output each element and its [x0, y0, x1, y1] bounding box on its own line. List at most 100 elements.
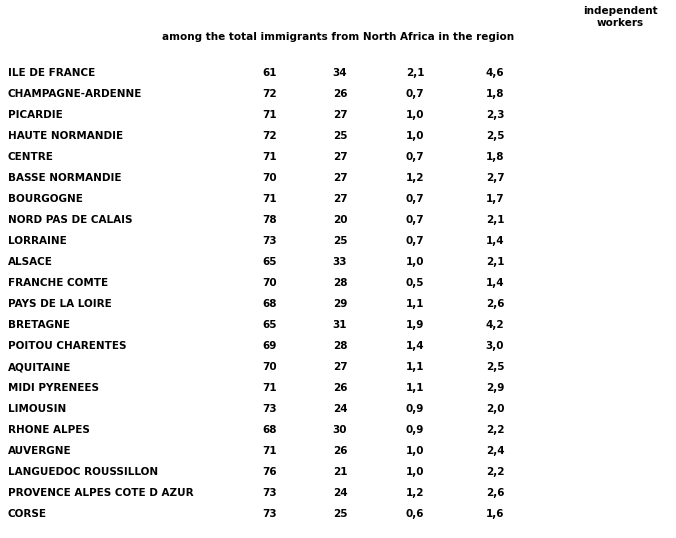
Text: 70: 70 [263, 362, 277, 372]
Text: independent: independent [583, 6, 657, 16]
Text: 1,9: 1,9 [406, 320, 424, 330]
Text: 1,4: 1,4 [406, 341, 425, 351]
Text: 2,4: 2,4 [485, 446, 504, 456]
Text: 72: 72 [263, 89, 277, 99]
Text: 1,1: 1,1 [406, 299, 425, 309]
Text: 68: 68 [263, 425, 277, 435]
Text: FRANCHE COMTE: FRANCHE COMTE [8, 278, 108, 288]
Text: 0,7: 0,7 [406, 89, 425, 99]
Text: 25: 25 [333, 131, 347, 141]
Text: 68: 68 [263, 299, 277, 309]
Text: 1,1: 1,1 [406, 362, 425, 372]
Text: 0,7: 0,7 [406, 236, 425, 246]
Text: 73: 73 [263, 236, 277, 246]
Text: 0,9: 0,9 [406, 425, 424, 435]
Text: 27: 27 [333, 194, 347, 204]
Text: 33: 33 [333, 257, 347, 267]
Text: 1,0: 1,0 [406, 257, 425, 267]
Text: 65: 65 [263, 320, 277, 330]
Text: 71: 71 [263, 194, 277, 204]
Text: 1,8: 1,8 [486, 89, 504, 99]
Text: 27: 27 [333, 110, 347, 120]
Text: 1,0: 1,0 [406, 131, 425, 141]
Text: 1,1: 1,1 [406, 383, 425, 393]
Text: 1,2: 1,2 [406, 488, 425, 498]
Text: 2,9: 2,9 [486, 383, 504, 393]
Text: 2,1: 2,1 [486, 215, 504, 225]
Text: 1,4: 1,4 [485, 278, 504, 288]
Text: 72: 72 [263, 131, 277, 141]
Text: 27: 27 [333, 362, 347, 372]
Text: 2,6: 2,6 [486, 299, 504, 309]
Text: 2,3: 2,3 [486, 110, 504, 120]
Text: among the total immigrants from North Africa in the region: among the total immigrants from North Af… [162, 32, 514, 42]
Text: RHONE ALPES: RHONE ALPES [8, 425, 90, 435]
Text: 71: 71 [263, 383, 277, 393]
Text: 28: 28 [333, 341, 347, 351]
Text: 1,0: 1,0 [406, 467, 425, 477]
Text: 1,2: 1,2 [406, 173, 425, 183]
Text: 2,0: 2,0 [486, 404, 504, 414]
Text: 24: 24 [333, 404, 347, 414]
Text: 2,2: 2,2 [486, 425, 504, 435]
Text: 78: 78 [263, 215, 277, 225]
Text: AUVERGNE: AUVERGNE [8, 446, 72, 456]
Text: LORRAINE: LORRAINE [8, 236, 67, 246]
Text: BRETAGNE: BRETAGNE [8, 320, 70, 330]
Text: 69: 69 [263, 341, 277, 351]
Text: 0,9: 0,9 [406, 404, 424, 414]
Text: 61: 61 [263, 68, 277, 78]
Text: 2,6: 2,6 [486, 488, 504, 498]
Text: PROVENCE ALPES COTE D AZUR: PROVENCE ALPES COTE D AZUR [8, 488, 193, 498]
Text: 29: 29 [333, 299, 347, 309]
Text: 27: 27 [333, 152, 347, 162]
Text: CHAMPAGNE-ARDENNE: CHAMPAGNE-ARDENNE [8, 89, 143, 99]
Text: 70: 70 [263, 278, 277, 288]
Text: 2,5: 2,5 [486, 131, 504, 141]
Text: AQUITAINE: AQUITAINE [8, 362, 72, 372]
Text: 21: 21 [333, 467, 347, 477]
Text: 4,6: 4,6 [485, 68, 504, 78]
Text: 26: 26 [333, 383, 347, 393]
Text: 0,7: 0,7 [406, 194, 425, 204]
Text: PICARDIE: PICARDIE [8, 110, 63, 120]
Text: 30: 30 [333, 425, 347, 435]
Text: 73: 73 [263, 509, 277, 519]
Text: 34: 34 [333, 68, 347, 78]
Text: CORSE: CORSE [8, 509, 47, 519]
Text: 1,4: 1,4 [485, 236, 504, 246]
Text: 20: 20 [333, 215, 347, 225]
Text: 76: 76 [263, 467, 277, 477]
Text: 0,7: 0,7 [406, 215, 425, 225]
Text: LANGUEDOC ROUSSILLON: LANGUEDOC ROUSSILLON [8, 467, 158, 477]
Text: 0,6: 0,6 [406, 509, 425, 519]
Text: 4,2: 4,2 [485, 320, 504, 330]
Text: 2,1: 2,1 [406, 68, 425, 78]
Text: 1,7: 1,7 [485, 194, 504, 204]
Text: 71: 71 [263, 152, 277, 162]
Text: 27: 27 [333, 173, 347, 183]
Text: BOURGOGNE: BOURGOGNE [8, 194, 83, 204]
Text: BASSE NORMANDIE: BASSE NORMANDIE [8, 173, 122, 183]
Text: CENTRE: CENTRE [8, 152, 54, 162]
Text: ILE DE FRANCE: ILE DE FRANCE [8, 68, 95, 78]
Text: 28: 28 [333, 278, 347, 288]
Text: 2,7: 2,7 [485, 173, 504, 183]
Text: 71: 71 [263, 446, 277, 456]
Text: 1,0: 1,0 [406, 110, 425, 120]
Text: 70: 70 [263, 173, 277, 183]
Text: 31: 31 [333, 320, 347, 330]
Text: 25: 25 [333, 236, 347, 246]
Text: MIDI PYRENEES: MIDI PYRENEES [8, 383, 99, 393]
Text: NORD PAS DE CALAIS: NORD PAS DE CALAIS [8, 215, 132, 225]
Text: 65: 65 [263, 257, 277, 267]
Text: 26: 26 [333, 446, 347, 456]
Text: 1,0: 1,0 [406, 446, 425, 456]
Text: LIMOUSIN: LIMOUSIN [8, 404, 66, 414]
Text: POITOU CHARENTES: POITOU CHARENTES [8, 341, 126, 351]
Text: 24: 24 [333, 488, 347, 498]
Text: 71: 71 [263, 110, 277, 120]
Text: 0,7: 0,7 [406, 152, 425, 162]
Text: 2,2: 2,2 [486, 467, 504, 477]
Text: 1,8: 1,8 [486, 152, 504, 162]
